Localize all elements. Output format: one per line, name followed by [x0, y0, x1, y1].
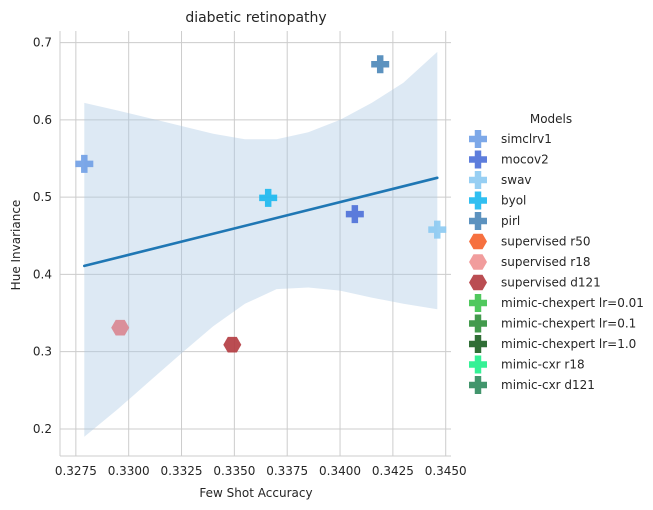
legend-title: Models — [530, 112, 572, 126]
x-tick-label: 0.3300 — [108, 464, 150, 478]
legend-label: mocov2 — [501, 153, 549, 167]
y-tick-label: 0.4 — [33, 267, 52, 281]
legend-label: supervised r18 — [501, 255, 591, 269]
legend-label: mimic-cxr d121 — [501, 378, 595, 392]
x-axis-ticks: 0.3275 0.3300 0.3325 0.3350 0.3375 0.3400 0.34… — [55, 464, 467, 478]
y-tick-label: 0.2 — [33, 422, 52, 436]
x-tick-label: 0.3350 — [213, 464, 255, 478]
point-supervised-d121 — [223, 336, 242, 353]
x-axis-label: Few Shot Accuracy — [199, 486, 312, 500]
legend-label: mimic-chexpert lr=0.1 — [501, 317, 636, 331]
point-pirl — [371, 55, 390, 74]
y-tick-label: 0.7 — [33, 36, 52, 50]
y-axis-label: Hue Invariance — [9, 200, 23, 291]
legend-label: byol — [501, 194, 526, 208]
legend-marker — [469, 376, 487, 394]
x-tick-label: 0.3325 — [161, 464, 203, 478]
x-tick-label: 0.3400 — [319, 464, 361, 478]
legend-marker — [469, 171, 487, 189]
legend-marker — [469, 254, 487, 270]
y-tick-label: 0.5 — [33, 190, 52, 204]
x-tick-label: 0.3450 — [425, 464, 467, 478]
y-tick-label: 0.6 — [33, 113, 52, 127]
point-mocov2 — [345, 205, 364, 224]
ci-band — [84, 51, 438, 437]
legend-marker — [469, 335, 487, 353]
point-simclrv1 — [75, 154, 94, 173]
legend-label: mimic-chexpert lr=0.01 — [501, 296, 644, 310]
x-tick-label: 0.3275 — [55, 464, 97, 478]
legend-label: simclrv1 — [501, 132, 552, 146]
legend-label: pirl — [501, 214, 520, 228]
confidence-band — [84, 51, 438, 437]
legend-marker — [469, 233, 487, 250]
legend-marker — [469, 274, 487, 291]
legend-marker — [469, 212, 487, 230]
legend-label: supervised d121 — [501, 276, 601, 290]
x-tick-label: 0.3425 — [372, 464, 414, 478]
legend-marker — [469, 294, 487, 312]
grid — [60, 31, 451, 456]
point-supervised-r18 — [111, 319, 130, 336]
legend-label: mimic-cxr r18 — [501, 358, 585, 372]
axes-spines — [59, 31, 451, 457]
regression-line-path — [83, 176, 439, 268]
legend-marker — [469, 150, 487, 169]
legend: Models simclrv1 mocov2 swav byol pirl supervi… — [469, 112, 644, 394]
data-points — [75, 55, 447, 353]
legend-marker — [469, 314, 487, 333]
point-swav — [428, 220, 447, 239]
y-tick-label: 0.3 — [33, 345, 52, 359]
legend-label: mimic-chexpert lr=1.0 — [501, 337, 636, 351]
legend-label: swav — [501, 173, 532, 187]
legend-marker — [469, 355, 487, 374]
y-axis-ticks: 0.2 0.3 0.4 0.5 0.6 0.7 — [33, 36, 52, 436]
legend-label: supervised r50 — [501, 235, 591, 249]
regression-line — [83, 176, 439, 268]
chart-title: diabetic retinopathy — [185, 10, 326, 26]
legend-marker — [469, 191, 487, 210]
legend-marker — [469, 130, 487, 148]
x-tick-label: 0.3375 — [266, 464, 308, 478]
point-byol — [259, 188, 278, 207]
